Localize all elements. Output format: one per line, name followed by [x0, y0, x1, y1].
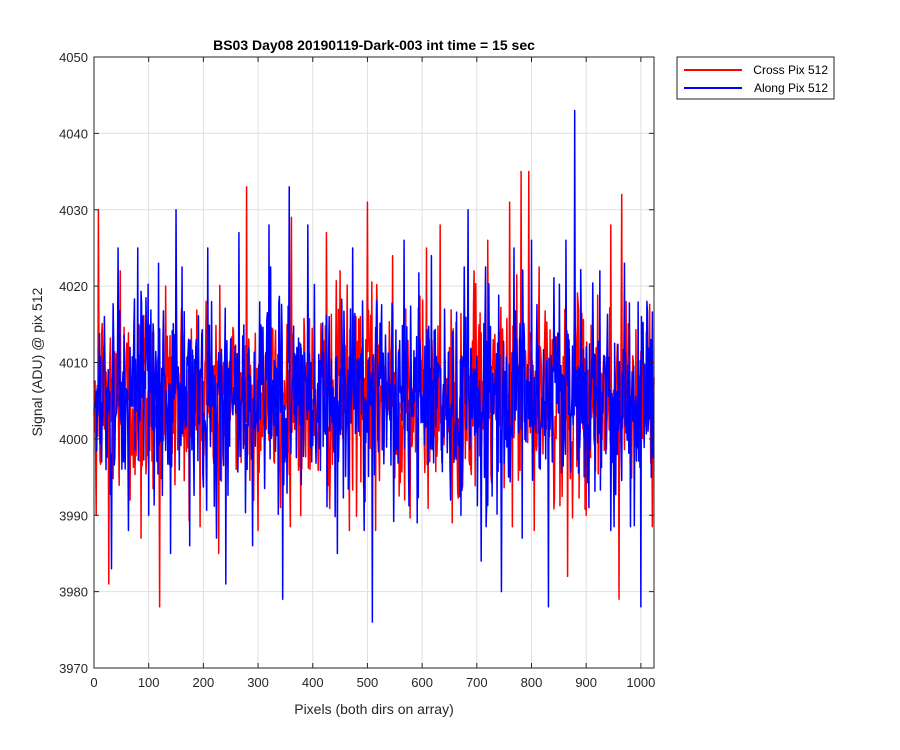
- ticks: 0 100 200 300 400 500 600 700 800 900 1000 3970 3980…: [59, 50, 655, 690]
- chart-title: BS03 Day08 20190119-Dark-003 int time = …: [213, 37, 535, 53]
- x-axis-label: Pixels (both dirs on array): [294, 701, 454, 717]
- x-tick-label: 900: [575, 675, 597, 690]
- x-tick-label: 600: [411, 675, 433, 690]
- y-tick-label: 3970: [59, 661, 88, 676]
- y-tick-label: 4010: [59, 356, 88, 371]
- y-tick-label: 4000: [59, 432, 88, 447]
- x-tick-label: 100: [138, 675, 160, 690]
- y-tick-label: 4040: [59, 126, 88, 141]
- legend: Cross Pix 512 Along Pix 512: [676, 56, 835, 100]
- series-lines: [93, 109, 655, 623]
- x-tick-label: 400: [302, 675, 324, 690]
- series-line-along-pix: [93, 109, 655, 623]
- y-tick-label: 4030: [59, 203, 88, 218]
- x-tick-label: 700: [466, 675, 488, 690]
- legend-label-cross: Cross Pix 512: [753, 63, 828, 77]
- y-tick-label: 3990: [59, 508, 88, 523]
- x-tick-label: 0: [90, 675, 97, 690]
- x-tick-label: 300: [247, 675, 269, 690]
- x-tick-label: 500: [357, 675, 379, 690]
- y-tick-label: 4050: [59, 50, 88, 65]
- x-tick-label: 200: [193, 675, 215, 690]
- x-tick-label: 800: [521, 675, 543, 690]
- legend-label-along: Along Pix 512: [754, 81, 828, 95]
- legend-box: [676, 56, 835, 100]
- y-tick-label: 3980: [59, 585, 88, 600]
- y-axis-label: Signal (ADU) @ pix 512: [29, 287, 45, 436]
- y-tick-label: 4020: [59, 279, 88, 294]
- x-tick-label: 1000: [626, 675, 655, 690]
